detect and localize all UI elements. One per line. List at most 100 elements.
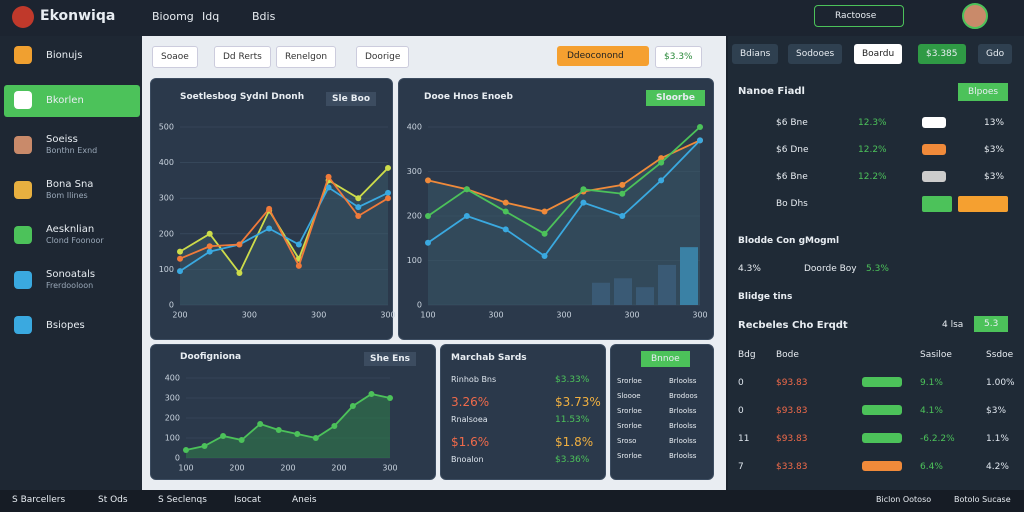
nav-icon[interactable] <box>14 226 32 244</box>
nav-item[interactable]: Bona Sna <box>46 179 94 190</box>
footer-item: Aneis <box>292 495 317 505</box>
action-btn[interactable]: Ddeoconond <box>557 46 649 66</box>
footer-item: Botolo Sucase <box>954 495 1011 504</box>
market-label: Bnoalon <box>451 455 484 464</box>
search[interactable]: Ractoose <box>814 5 904 27</box>
tab-btn[interactable]: Bdians <box>732 44 779 64</box>
table-cell: 1.00% <box>986 378 1015 388</box>
panel <box>398 78 714 340</box>
table-cell: 1.1% <box>986 434 1009 444</box>
top-bar: Ekonwiqa Bioomg Idq Bdis Ractoose <box>0 0 1024 36</box>
row-change: 12.3% <box>858 118 887 128</box>
footer-item: S Barcellers <box>12 495 66 505</box>
market-title: Marchab Sards <box>451 353 527 363</box>
footer-item: S Seclenqs <box>158 495 207 505</box>
nav-item[interactable]: Bsiopes <box>46 320 85 331</box>
table-cell: $93.83 <box>776 406 808 416</box>
right-panel: Bdians Sodooes Boardu $3.385 Gdo Nanoe Fiadl B… <box>728 36 1024 490</box>
panel-title: Sle Boo <box>326 92 377 106</box>
nav-item[interactable]: Sonoatals <box>46 269 96 280</box>
row-name: Bo Dhs <box>776 199 808 209</box>
tab-btn[interactable]: $3.385 <box>918 44 966 64</box>
row-change: 12.2% <box>858 145 887 155</box>
panel: Rinhob Bns $3.33% 3.26% $3.73% Rnalsoea 11.53… <box>440 344 606 480</box>
tab-btn[interactable]: Sodooes <box>788 44 843 64</box>
mini-label: Brloolss <box>669 437 697 445</box>
progress <box>862 405 902 415</box>
nav-sub[interactable]: Bonthn Exnd <box>46 146 98 155</box>
sidebar: Bionujs Bkorlen Soeiss Bonthn Exnd Bona Sna B… <box>0 36 142 490</box>
table-cell: 4.2% <box>986 462 1009 472</box>
row-name: $6 Bne <box>776 172 808 182</box>
mini-label: Srorloe <box>617 377 642 385</box>
market-label: Rinhob Bns <box>451 375 497 384</box>
row-btn[interactable] <box>958 196 1008 212</box>
table-head: Bdg <box>738 350 756 360</box>
table-cell: 11 <box>738 434 750 444</box>
nav[interactable]: Bioomg <box>152 10 194 23</box>
tab-btn[interactable]: Gdo <box>978 44 1013 64</box>
progress <box>862 433 902 443</box>
section-btn[interactable]: 5.3 <box>974 316 1009 332</box>
mini-label: Brloolss <box>669 452 697 460</box>
mini-label: Srorloe <box>617 452 642 460</box>
nav-sub[interactable]: Bom Ilines <box>46 191 88 200</box>
nav-item[interactable]: Bionujs <box>46 50 83 61</box>
mini-btn[interactable]: Bnnoe <box>641 351 690 367</box>
nav-sub[interactable]: Clond Foonoor <box>46 236 104 245</box>
footer-item: Biclon Ootoso <box>876 495 932 504</box>
nav-icon[interactable] <box>14 181 32 199</box>
panel-title: Doofigniona <box>180 352 242 362</box>
market-value: $3.33% <box>555 375 590 385</box>
market-label: $1.6% <box>451 435 490 449</box>
panel-title: Dooe Hnos Enoeb <box>424 92 513 102</box>
nav-icon[interactable] <box>14 91 32 109</box>
avatar[interactable] <box>962 3 988 29</box>
section-title: Blodde Con gMogml <box>738 236 840 246</box>
list-btn[interactable]: Blpoes <box>958 83 1009 101</box>
nav-icon[interactable] <box>14 271 32 289</box>
nav[interactable]: Idq <box>202 10 220 23</box>
mini-label: Brloolss <box>669 407 697 415</box>
toolbar-btn[interactable]: Dd Rerts <box>214 46 271 68</box>
section-row: 4.3% <box>738 264 761 274</box>
table-cell: -6.2.2% <box>920 434 955 444</box>
market-value: $3.73% <box>555 395 601 409</box>
market-value: $1.8% <box>555 435 594 449</box>
table-cell: 6.4% <box>920 462 943 472</box>
table-cell: 9.1% <box>920 378 943 388</box>
nav-icon[interactable] <box>14 316 32 334</box>
nav-item[interactable]: Aesknlian <box>46 224 95 235</box>
toggle <box>922 144 946 155</box>
panel-title: Soetlesbog Sydnl Dnonh <box>180 92 305 102</box>
nav-icon[interactable] <box>14 136 32 154</box>
mini-label: Sroso <box>617 437 637 445</box>
table-head: Bode <box>776 350 799 360</box>
toggle <box>922 117 946 128</box>
toolbar-btn[interactable]: Renelgon <box>276 46 337 68</box>
mini-label: Brloolss <box>669 422 697 430</box>
progress <box>862 377 902 387</box>
footer: S Barcellers St Ods S Seclenqs Isocat Aneis B… <box>0 490 1024 512</box>
row-btn[interactable] <box>922 196 952 212</box>
panel-title: Sloorbe <box>646 90 705 106</box>
nav-item[interactable]: Bkorlen <box>46 95 84 106</box>
nav-item[interactable]: Soeiss <box>46 134 78 145</box>
market-value: $3.36% <box>555 455 590 465</box>
toolbar-btn[interactable]: Doorige <box>356 46 410 68</box>
table-cell: 7 <box>738 462 744 472</box>
section-row: 5.3% <box>866 264 889 274</box>
row-value: $3% <box>984 172 1005 182</box>
nav[interactable]: Bdis <box>252 10 276 23</box>
toolbar-btn[interactable]: Soaoe <box>152 46 198 68</box>
mini-label: Sloooe <box>617 392 641 400</box>
badge-btn[interactable]: $3.3% <box>655 46 702 68</box>
logo: Ekonwiqa <box>40 8 116 24</box>
logo-icon <box>12 6 34 28</box>
nav-icon[interactable] <box>14 46 32 64</box>
tab-btn[interactable]: Boardu <box>854 44 903 64</box>
table-cell: 0 <box>738 378 744 388</box>
nav-sub[interactable]: Frerdooloon <box>46 281 94 290</box>
section-value: 4 lsa <box>942 320 964 330</box>
